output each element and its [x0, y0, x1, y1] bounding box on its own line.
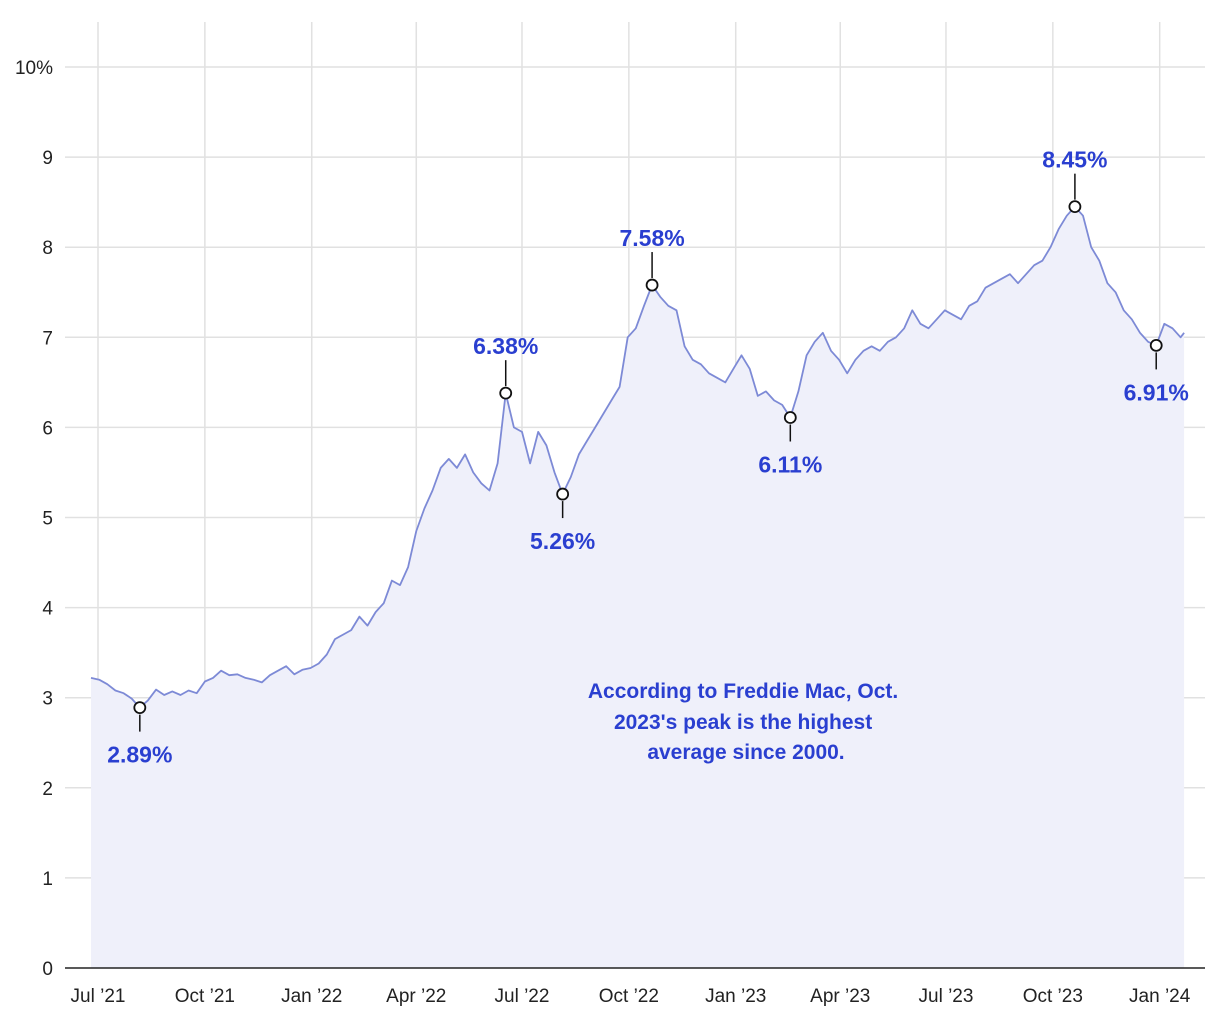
annotation-marker	[133, 701, 147, 715]
y-tick-label: 2	[42, 779, 53, 800]
chart-note-line: 2023's peak is the highest	[614, 711, 872, 734]
y-tick-label: 9	[42, 148, 53, 169]
x-tick-label: Jan ’24	[1129, 986, 1191, 1007]
area-fill-layer	[91, 206, 1185, 968]
x-tick-label: Apr ’23	[810, 986, 870, 1007]
y-tick-label: 4	[42, 599, 53, 620]
x-tick-label: Jan ’23	[705, 986, 766, 1007]
y-tick-label: 1	[42, 869, 53, 890]
x-tick-label: Jul ’22	[495, 986, 550, 1007]
annotation-marker	[499, 386, 513, 400]
y-tick-labels: 0 1 2 3 4 5 6 7 8 9 10%	[15, 58, 53, 980]
chart-note-line: average since 2000.	[647, 741, 844, 764]
y-tick-label: 5	[42, 509, 53, 530]
annotation-marker	[1149, 339, 1163, 352]
y-tick-label: 0	[42, 959, 53, 980]
y-tick-label: 3	[42, 689, 53, 710]
chart-note-line: According to Freddie Mac, Oct.	[588, 680, 898, 703]
x-tick-label: Jul ’23	[919, 986, 974, 1007]
annotation-label: 8.45%	[1042, 147, 1107, 173]
area-fill	[91, 206, 1185, 968]
x-tick-label: Jul ’21	[71, 986, 126, 1007]
series-line-layer	[90, 205, 1185, 709]
annotation-label: 5.26%	[530, 528, 595, 554]
annotation-label: 2.89%	[107, 742, 172, 768]
y-tick-label: 7	[42, 328, 53, 349]
x-tick-label: Jan ’22	[281, 986, 342, 1007]
annotations: 2.89% 6.38% 5.26% 7.58% 6.11% 8.45% 6.91%	[107, 147, 1189, 768]
annotation-label: 7.58%	[619, 225, 684, 251]
y-tick-label: 8	[42, 238, 53, 259]
annotation-marker	[1068, 200, 1082, 214]
x-tick-label: Apr ’22	[386, 986, 446, 1007]
x-tick-label: Oct ’21	[175, 986, 235, 1007]
annotation-marker	[783, 411, 797, 424]
annotation-marker	[556, 487, 570, 501]
x-tick-labels: Jul ’21 Oct ’21 Jan ’22 Apr ’22 Jul ’22 Oct ’…	[71, 986, 1191, 1007]
chart-note: According to Freddie Mac, Oct. 2023's pe…	[588, 680, 904, 764]
y-tick-label: 6	[42, 418, 53, 439]
x-tick-label: Oct ’22	[599, 986, 659, 1007]
annotation-label: 6.38%	[473, 333, 538, 359]
annotation-label: 6.91%	[1124, 379, 1189, 405]
annotation-marker	[645, 278, 659, 292]
series-line	[90, 205, 1185, 709]
x-tick-label: Oct ’23	[1023, 986, 1083, 1007]
annotation-label: 6.11%	[758, 451, 822, 477]
y-tick-label: 10%	[15, 58, 53, 79]
